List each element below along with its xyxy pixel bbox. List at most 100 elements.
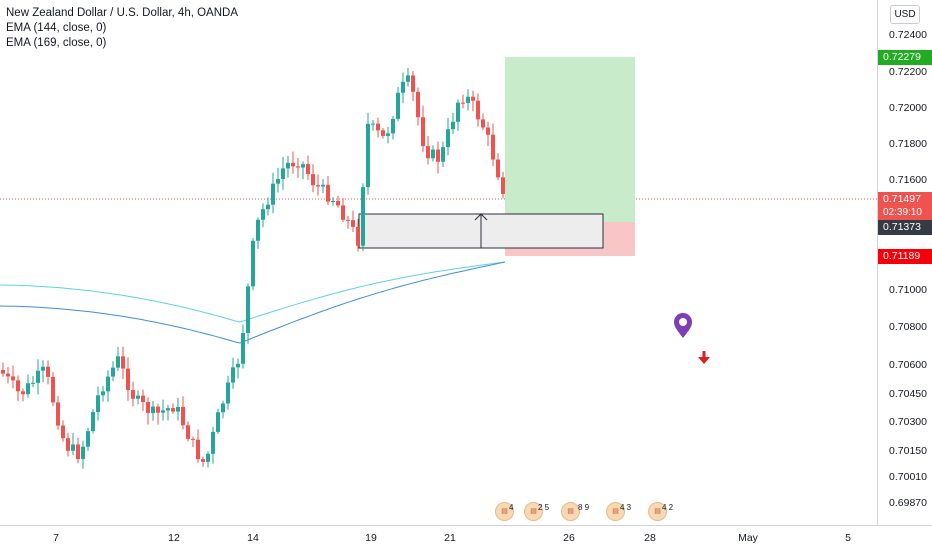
- price-tick: 0.72400: [889, 29, 927, 41]
- ema-169-label[interactable]: EMA (169, close, 0): [6, 37, 107, 49]
- candle-body: [96, 395, 100, 413]
- candle-body: [91, 412, 95, 432]
- candle-body: [481, 119, 485, 128]
- candle-body: [226, 382, 230, 404]
- event-count: 4: [509, 503, 514, 512]
- candle-body: [161, 410, 165, 413]
- event-count: 2 5: [538, 503, 550, 512]
- candle-body: [306, 164, 310, 175]
- candle-body: [486, 127, 490, 135]
- candle-body: [441, 147, 445, 162]
- candle-body: [26, 383, 30, 395]
- candle-body: [416, 91, 420, 118]
- candle-body: [176, 406, 180, 412]
- candle-body: [11, 376, 15, 381]
- candle-body: [216, 412, 220, 432]
- candle-body: [221, 403, 225, 413]
- candle-body: [401, 81, 405, 93]
- price-tick: 0.71000: [889, 284, 927, 296]
- stop-price-tag: 0.71189: [878, 249, 932, 264]
- candle-body: [331, 200, 335, 202]
- candle-body: [281, 168, 285, 179]
- candle-body: [266, 204, 270, 210]
- candle-body: [356, 226, 360, 246]
- time-tick: 5: [845, 532, 851, 544]
- arrow-head: [474, 213, 488, 221]
- candle-body: [371, 123, 375, 125]
- candle-body: [251, 240, 255, 287]
- us-flag-event-icon[interactable]: ▤: [495, 502, 514, 521]
- candle-body: [81, 446, 85, 460]
- symbol-title[interactable]: New Zealand Dollar / U.S. Dollar, 4h, OA…: [6, 7, 239, 19]
- candle-body: [321, 184, 325, 187]
- candle-body: [366, 123, 370, 188]
- chart-legend: New Zealand Dollar / U.S. Dollar, 4h, OA…: [6, 6, 238, 51]
- price-tick: 0.72200: [889, 66, 927, 78]
- time-axis[interactable]: 7 12 14 19 21 26 28 May 5: [0, 525, 932, 551]
- candle-body: [191, 438, 195, 440]
- time-tick: 21: [444, 532, 456, 544]
- candle-body: [291, 162, 295, 167]
- us-flag-event-icon[interactable]: ▤: [648, 502, 667, 521]
- candle-body: [361, 187, 365, 246]
- price-tick: 0.70300: [889, 416, 927, 428]
- candle-body: [171, 408, 175, 412]
- candle-body: [311, 174, 315, 186]
- bar-countdown: 02:39:10: [878, 205, 932, 220]
- candle-body: [51, 376, 55, 403]
- candle-body: [421, 117, 425, 147]
- candle-body: [206, 453, 210, 462]
- candle-body: [496, 159, 500, 178]
- candle-body: [476, 100, 480, 120]
- candle-body: [436, 149, 440, 162]
- candle-body: [391, 118, 395, 134]
- candle-body: [241, 333, 245, 364]
- candle-body: [446, 129, 450, 148]
- candle-body: [121, 356, 125, 369]
- candle-body: [376, 123, 380, 131]
- candle-body: [111, 367, 115, 377]
- candle-body: [131, 390, 135, 399]
- candle-body: [211, 431, 215, 454]
- us-flag-event-icon[interactable]: ▤: [606, 502, 625, 521]
- candle-body: [106, 376, 110, 392]
- candle-body: [296, 166, 300, 168]
- candle-body: [76, 444, 80, 460]
- time-tick: 19: [365, 532, 377, 544]
- candle-body: [501, 177, 505, 194]
- candle-body: [336, 200, 340, 206]
- price-tick: 0.72000: [889, 102, 927, 114]
- us-flag-event-icon[interactable]: ▤: [561, 502, 580, 521]
- ema-144-label[interactable]: EMA (144, close, 0): [6, 22, 107, 34]
- price-tick: 0.70450: [889, 388, 927, 400]
- candle-body: [166, 408, 170, 411]
- candle-body: [381, 130, 385, 136]
- candle-body: [316, 185, 320, 187]
- candle-body: [271, 183, 275, 205]
- candle-body: [1, 370, 5, 374]
- candle-body: [6, 373, 10, 377]
- candle-body: [136, 395, 140, 399]
- time-tick: 12: [168, 532, 180, 544]
- candle-body: [246, 286, 250, 334]
- price-tick: 0.69870: [889, 497, 927, 509]
- candle-body: [21, 391, 25, 395]
- candle-body: [326, 184, 330, 202]
- candle-body: [56, 402, 60, 426]
- us-flag-event-icon[interactable]: ▤: [524, 502, 543, 521]
- ema-144-line: [0, 261, 506, 323]
- candle-body: [491, 134, 495, 160]
- chart-area[interactable]: New Zealand Dollar / U.S. Dollar, 4h, OA…: [0, 0, 877, 525]
- candlestick-chart[interactable]: [0, 0, 877, 525]
- candle-body: [181, 406, 185, 426]
- event-count: 4 2: [662, 503, 674, 512]
- price-tick: 0.70800: [889, 321, 927, 333]
- candle-body: [16, 380, 20, 392]
- currency-button[interactable]: USD: [890, 5, 920, 24]
- candle-body: [186, 425, 190, 439]
- candle-body: [341, 205, 345, 220]
- candle-body: [201, 459, 205, 462]
- candle-body: [396, 92, 400, 119]
- candle-body: [101, 391, 105, 396]
- price-tick: 0.70600: [889, 359, 927, 371]
